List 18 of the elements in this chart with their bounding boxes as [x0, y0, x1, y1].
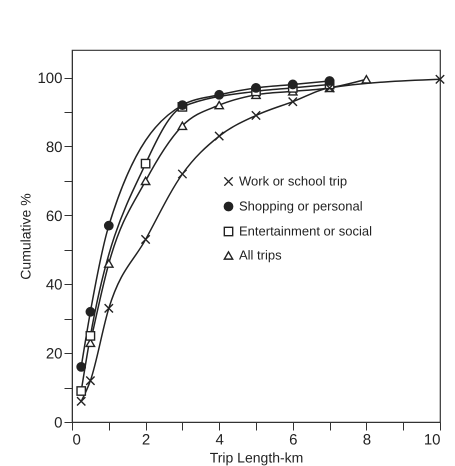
y-tick-label: 60	[46, 208, 62, 225]
y-axis-title: Cumulative %	[17, 193, 34, 280]
legend-label: Work or school trip	[239, 174, 348, 188]
y-tick-label: 80	[46, 138, 62, 156]
x-axis-title: Trip Length-km	[210, 450, 304, 466]
x-tick-label: 8	[362, 432, 372, 448]
legend-label: All trips	[239, 248, 282, 262]
legend-label: Entertainment or social	[239, 224, 372, 238]
x-tick-label: 4	[216, 432, 224, 448]
x-tick-label: 0	[72, 432, 81, 448]
legend-label: Shopping or personal	[239, 198, 363, 214]
y-tick-label: 20	[46, 346, 62, 363]
x-tick-label: 2	[142, 432, 150, 448]
x-tick-label: 6	[289, 432, 298, 448]
x-tick-label: 10	[424, 432, 440, 448]
y-tick-label: 40	[46, 276, 62, 294]
y-tick-label: 0	[54, 414, 62, 432]
y-tick-label: 100	[37, 70, 62, 88]
